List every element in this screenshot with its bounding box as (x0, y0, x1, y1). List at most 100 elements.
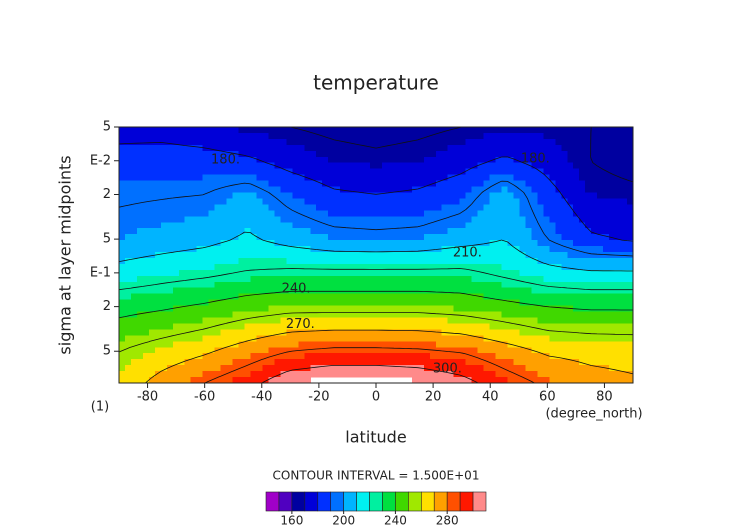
field-cell (364, 168, 371, 176)
field-cell (250, 329, 258, 336)
field-cell (381, 353, 389, 360)
field-cell (627, 359, 634, 366)
field-cell (417, 263, 425, 271)
field-cell (340, 132, 347, 140)
field-cell (531, 174, 538, 182)
field-cell (262, 359, 270, 366)
field-cell (304, 138, 311, 146)
field-cell (615, 150, 622, 158)
field-cell (519, 186, 527, 194)
field-cell (495, 174, 503, 182)
field-cell (513, 186, 521, 194)
field-cell (119, 359, 126, 366)
field-cell (477, 347, 485, 354)
field-cell (423, 186, 431, 194)
field-cell (226, 293, 234, 301)
field-cell (352, 317, 359, 325)
field-cell (429, 377, 437, 384)
field-cell (172, 252, 180, 259)
field-cell (393, 204, 401, 211)
field-cell (459, 222, 467, 229)
field-cell (232, 180, 240, 188)
field-cell (232, 144, 240, 152)
field-cell (579, 323, 586, 331)
field-cell (274, 263, 281, 271)
field-cell (286, 281, 293, 289)
field-cell (549, 311, 556, 319)
field-cell (477, 150, 485, 158)
field-cell (531, 180, 538, 188)
field-cell (256, 210, 264, 217)
field-cell (184, 359, 192, 366)
field-cell (268, 257, 275, 265)
field-cell (495, 240, 503, 247)
field-cell (399, 186, 407, 194)
field-cell (119, 323, 126, 331)
field-cell (507, 138, 515, 146)
field-cell (501, 127, 509, 134)
field-cell (208, 377, 216, 384)
field-cell (292, 168, 299, 176)
field-cell (244, 263, 252, 271)
field-cell (322, 234, 329, 241)
field-cell (298, 293, 305, 301)
field-cell (172, 257, 180, 265)
field-cell (376, 150, 383, 158)
field-cell (405, 234, 413, 241)
field-cell (214, 269, 222, 277)
field-cell (358, 228, 365, 235)
field-cell (537, 317, 544, 325)
field-cell (579, 377, 586, 384)
field-cell (208, 210, 216, 217)
field-cell (525, 257, 532, 265)
field-cell (495, 263, 503, 271)
field-cell (214, 305, 222, 313)
field-cell (525, 335, 532, 342)
field-cell (202, 210, 210, 217)
field-cell (202, 198, 210, 205)
field-cell (286, 269, 293, 277)
field-cell (495, 186, 503, 194)
field-cell (495, 269, 503, 277)
field-cell (274, 144, 281, 152)
field-cell (232, 252, 240, 259)
field-cell (376, 216, 383, 223)
field-cell (561, 347, 568, 354)
field-cell (268, 216, 275, 223)
field-cell (393, 168, 401, 176)
field-cell (208, 359, 216, 366)
field-cell (364, 132, 371, 140)
field-cell (298, 198, 305, 205)
field-cell (214, 287, 222, 295)
field-cell (573, 150, 580, 158)
field-cell (453, 234, 461, 241)
field-cell (136, 222, 144, 229)
field-cell (166, 216, 174, 223)
field-cell (603, 168, 610, 176)
field-cell (184, 174, 192, 182)
field-cell (627, 263, 634, 271)
field-cell (256, 371, 264, 378)
field-cell (334, 341, 341, 348)
field-cell (178, 162, 186, 170)
field-cell (567, 359, 574, 366)
field-cell (591, 144, 598, 152)
field-cell (274, 359, 281, 366)
field-cell (519, 252, 527, 259)
field-cell (417, 269, 425, 277)
field-cell (322, 323, 329, 331)
field-cell (387, 329, 395, 336)
field-cell (340, 293, 347, 301)
field-cell (310, 341, 317, 348)
field-cell (370, 174, 377, 182)
field-cell (513, 359, 521, 366)
field-cell (280, 132, 287, 140)
field-cell (262, 174, 270, 182)
field-cell (346, 186, 353, 194)
field-cell (477, 234, 485, 241)
field-cell (429, 192, 437, 200)
field-cell (346, 192, 353, 200)
field-cell (405, 323, 413, 331)
field-cell (130, 144, 138, 152)
field-cell (226, 156, 234, 164)
